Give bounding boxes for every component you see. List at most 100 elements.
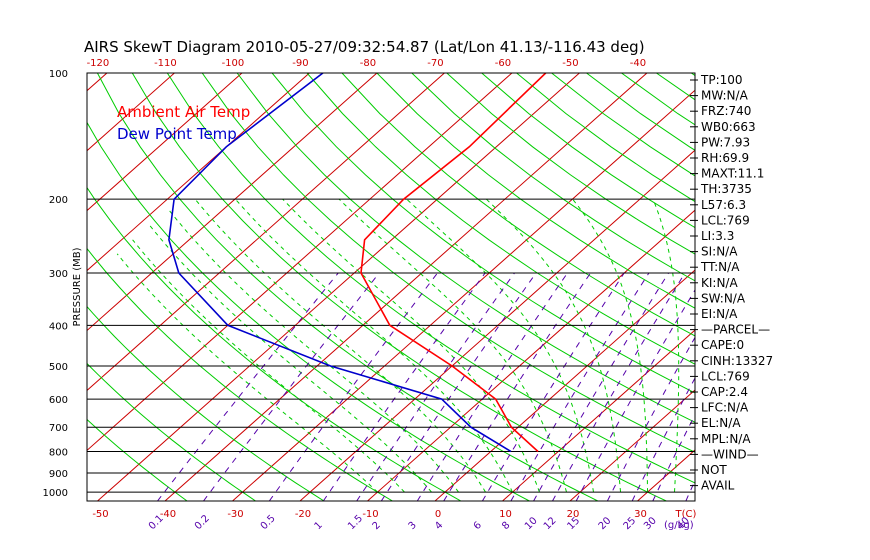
isotherm-line bbox=[232, 89, 695, 501]
mixing-ratio-line bbox=[380, 272, 537, 501]
bottom-temp-tick-label: -50 bbox=[92, 509, 108, 520]
mixing-ratio-line bbox=[322, 272, 486, 501]
top-temp-tick-label: -40 bbox=[630, 58, 646, 69]
top-temp-tick-label: -110 bbox=[154, 58, 177, 69]
index-value: MW:N/A bbox=[701, 89, 749, 103]
dry-adiabat-line bbox=[87, 121, 530, 501]
index-value: —PARCEL— bbox=[701, 323, 770, 337]
mixing-ratio-tick-label: 3 bbox=[407, 520, 419, 532]
dry-adiabat-line bbox=[411, 73, 695, 282]
index-value: TP:100 bbox=[700, 73, 743, 87]
index-value: LI:3.3 bbox=[701, 229, 734, 243]
mixing-ratio-line bbox=[552, 272, 686, 501]
dry-adiabat-line bbox=[656, 73, 695, 101]
pressure-tick-label: 700 bbox=[49, 423, 68, 434]
top-temp-tick-label: -100 bbox=[222, 58, 245, 69]
dry-adiabat-line bbox=[131, 73, 667, 501]
mixing-ratio-tick-label: 1 bbox=[313, 520, 325, 532]
top-temp-tick-label: -80 bbox=[360, 58, 376, 69]
pressure-tick-label: 600 bbox=[49, 395, 68, 406]
mixing-ratio-tick-label: 4 bbox=[433, 520, 445, 532]
mixing-ratio-line bbox=[510, 272, 650, 501]
mixing-ratio-label: (g/kg) bbox=[664, 520, 694, 531]
plot-frame bbox=[86, 72, 696, 502]
index-value: WB0:663 bbox=[701, 120, 756, 134]
index-value: EI:N/A bbox=[701, 307, 738, 321]
moist-adiabat-line bbox=[148, 224, 432, 493]
moist-adiabat-line bbox=[235, 198, 513, 493]
dry-adiabat-line bbox=[271, 73, 695, 394]
mixing-ratio-tick-label: 10 bbox=[523, 515, 540, 532]
isotherm-line bbox=[502, 329, 695, 501]
mixing-ratio-line bbox=[416, 272, 568, 501]
legend: Ambient Air Temp Dew Point Temp bbox=[117, 103, 250, 143]
moist-adiabat-line bbox=[338, 198, 567, 493]
index-value: SI:N/A bbox=[701, 245, 738, 259]
mixing-ratio-line bbox=[443, 272, 591, 501]
pressure-tick-label: 500 bbox=[49, 362, 68, 373]
moist-adiabat-line bbox=[652, 199, 680, 493]
index-value: LCL:769 bbox=[701, 213, 750, 227]
bottom-temp-tick-label: -40 bbox=[160, 509, 176, 520]
mixing-ratio-tick-label: 12 bbox=[542, 515, 559, 532]
pressure-tick-label: 900 bbox=[49, 469, 68, 480]
top-temp-tick-label: -70 bbox=[427, 58, 443, 69]
mixing-ratio-tick-label: 8 bbox=[500, 520, 512, 532]
mixing-ratio-line bbox=[157, 272, 339, 501]
plot-area bbox=[0, 73, 870, 501]
pressure-tick-label: 200 bbox=[49, 195, 68, 206]
dry-adiabat-line bbox=[236, 73, 695, 423]
index-value: MPL:N/A bbox=[701, 432, 751, 446]
chart-title: AIRS SkewT Diagram 2010-05-27/09:32:54.8… bbox=[84, 38, 645, 56]
moist-adiabat-line bbox=[132, 239, 405, 493]
bottom-temp-tick-label: -20 bbox=[295, 509, 311, 520]
isotherm-line bbox=[773, 73, 870, 501]
mixing-ratio-tick-label: 0.5 bbox=[259, 513, 278, 532]
index-value: LFC:N/A bbox=[701, 401, 749, 415]
mixing-ratio-line bbox=[575, 289, 695, 501]
moist-adiabat-line bbox=[572, 198, 648, 493]
index-value: FRZ:740 bbox=[701, 104, 751, 118]
dry-adiabat-line bbox=[87, 305, 325, 501]
pressure-tick-label: 100 bbox=[49, 69, 68, 80]
mixing-ratio-line bbox=[356, 272, 515, 501]
mixing-ratio-line bbox=[203, 272, 380, 501]
legend-dew-point-temp: Dew Point Temp bbox=[117, 125, 237, 143]
moist-adiabat-line bbox=[486, 198, 621, 493]
mixing-ratio-tick-label: 2 bbox=[371, 520, 383, 532]
mixing-ratio-tick-label: 6 bbox=[472, 520, 484, 532]
bottom-temp-tick-label: -30 bbox=[227, 509, 243, 520]
dew-point-profile bbox=[168, 73, 512, 453]
isotherm-line bbox=[87, 73, 513, 452]
dry-adiabat-line bbox=[87, 186, 462, 501]
index-value: EL:N/A bbox=[701, 416, 741, 430]
pressure-tick-label: 400 bbox=[49, 321, 68, 332]
mixing-ratio-line bbox=[652, 413, 695, 501]
bottom-temp-tick-label: 20 bbox=[567, 509, 580, 520]
isotherm-line bbox=[840, 73, 870, 501]
top-temp-tick-label: -50 bbox=[562, 58, 578, 69]
dry-adiabat-line bbox=[376, 73, 695, 309]
dry-adiabat-line bbox=[96, 73, 599, 501]
index-value: KI:N/A bbox=[701, 276, 738, 290]
isotherm-line bbox=[87, 73, 243, 212]
index-value: MAXT:11.1 bbox=[701, 167, 764, 181]
top-temp-tick-label: -90 bbox=[292, 58, 308, 69]
bottom-temp-tick-label: 30 bbox=[634, 509, 647, 520]
isotherm-line bbox=[569, 389, 695, 501]
bottom-temp-tick-label: 0 bbox=[435, 509, 441, 520]
isotherm-line bbox=[0, 73, 39, 501]
mixing-ratio-tick-label: 20 bbox=[597, 515, 614, 532]
bottom-axis-label: T(C) bbox=[675, 509, 697, 520]
index-value: RH:69.9 bbox=[701, 151, 749, 165]
isotherm-line bbox=[87, 73, 445, 392]
pressure-tick-label: 300 bbox=[49, 269, 68, 280]
dry-adiabat-line bbox=[341, 73, 695, 337]
index-value: —WIND— bbox=[701, 447, 759, 461]
mixing-ratio-line bbox=[268, 272, 438, 501]
isotherm-line bbox=[299, 149, 695, 501]
index-value: PW:7.93 bbox=[701, 135, 750, 149]
dry-adiabat-line bbox=[87, 418, 188, 501]
